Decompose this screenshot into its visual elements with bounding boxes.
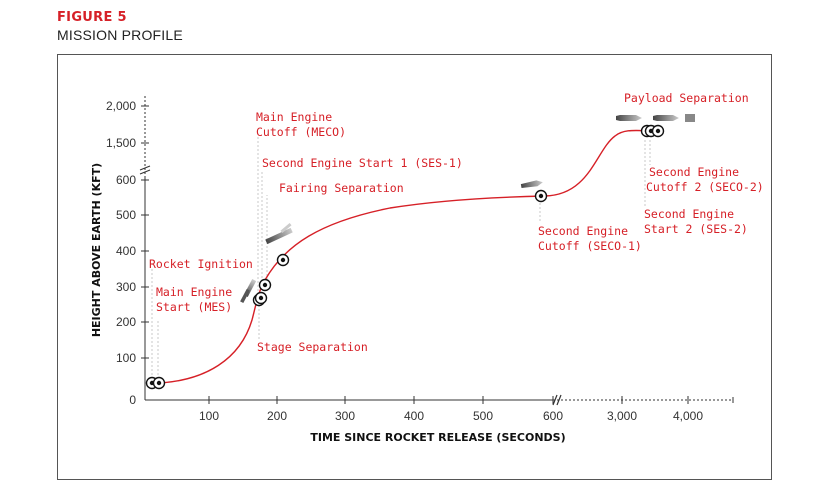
x-ticks: 100 200 300 400 500 600 3,000 4,000 [199, 396, 703, 423]
y-tick-label: 200 [116, 315, 136, 329]
y-tick-label: 1,500 [106, 136, 136, 150]
chart-frame [57, 54, 772, 480]
annotation-fairing: Fairing Separation [279, 181, 404, 195]
annotation-ses2-line1: Second Engine [644, 207, 734, 221]
rocket-icon [520, 180, 543, 189]
event-marker-dot [280, 257, 286, 263]
fairing-icon [280, 222, 292, 234]
rocket-icon [616, 115, 642, 121]
y-axis-title: HEIGHT ABOVE EARTH (KFT) [90, 163, 103, 337]
annotation-rocket-ignition: Rocket Ignition [149, 257, 253, 271]
y-origin-label: 0 [129, 393, 136, 407]
y-axis-break-mark [139, 169, 151, 175]
y-ticks: 100 200 300 400 500 600 1,500 2,000 0 [106, 99, 149, 407]
annotation-meco-line1: Main Engine [256, 110, 332, 124]
event-marker-dot [538, 193, 544, 199]
y-tick-label: 500 [116, 208, 136, 222]
rocket-icon [265, 227, 293, 245]
annotation-ses2-line2: Start 2 (SES-2) [644, 222, 748, 236]
x-tick-label: 500 [473, 409, 493, 423]
event-marker-dot [156, 380, 162, 386]
event-marker-dot [655, 128, 661, 134]
leader-lines [151, 136, 651, 383]
axes [139, 95, 734, 406]
x-tick-label: 200 [267, 409, 287, 423]
x-axis-break-mark [556, 394, 562, 406]
annotation-seco1-line2: Cutoff (SECO-1) [538, 239, 642, 253]
trajectory-line [152, 129, 661, 384]
payload-icon [685, 114, 695, 122]
figure-label: FIGURE 5 [57, 10, 127, 25]
y-tick-label: 300 [116, 280, 136, 294]
annotation-meco-line2: Cutoff (MECO) [256, 125, 346, 139]
annotation-payload-separation: Payload Separation [624, 91, 749, 105]
annotation-seco1-line1: Second Engine [538, 224, 628, 238]
y-tick-label: 100 [116, 351, 136, 365]
event-markers [145, 124, 665, 390]
y-tick-label: 2,000 [106, 99, 136, 113]
annotation-ses1: Second Engine Start 1 (SES-1) [262, 156, 463, 170]
y-axis-break-mark [139, 165, 151, 171]
y-tick-label: 600 [116, 173, 136, 187]
y-tick-label: 400 [116, 244, 136, 258]
annotation-seco2-line1: Second Engine [649, 165, 739, 179]
rocket-stage-icon [240, 288, 250, 304]
figure-title: MISSION PROFILE [57, 27, 183, 43]
x-tick-label: 400 [404, 409, 424, 423]
x-tick-label: 600 [543, 409, 563, 423]
x-tick-label: 3,000 [607, 409, 637, 423]
annotation-seco2-line2: Cutoff 2 (SECO-2) [646, 180, 764, 194]
x-axis-title: TIME SINCE ROCKET RELEASE (SECONDS) [310, 431, 565, 444]
x-tick-label: 100 [199, 409, 219, 423]
annotations: Rocket Ignition Main Engine Start (MES) … [149, 91, 764, 354]
annotation-stage-separation: Stage Separation [257, 340, 368, 354]
annotation-mes-line1: Main Engine [156, 285, 232, 299]
spacecraft-icons [240, 114, 695, 304]
payload-icon [653, 115, 679, 121]
x-tick-label: 300 [335, 409, 355, 423]
x-axis-break-mark [552, 394, 558, 406]
annotation-mes-line2: Start (MES) [156, 300, 232, 314]
event-marker-dot [262, 282, 268, 288]
event-marker-dot [258, 295, 264, 301]
x-tick-label: 4,000 [673, 409, 703, 423]
